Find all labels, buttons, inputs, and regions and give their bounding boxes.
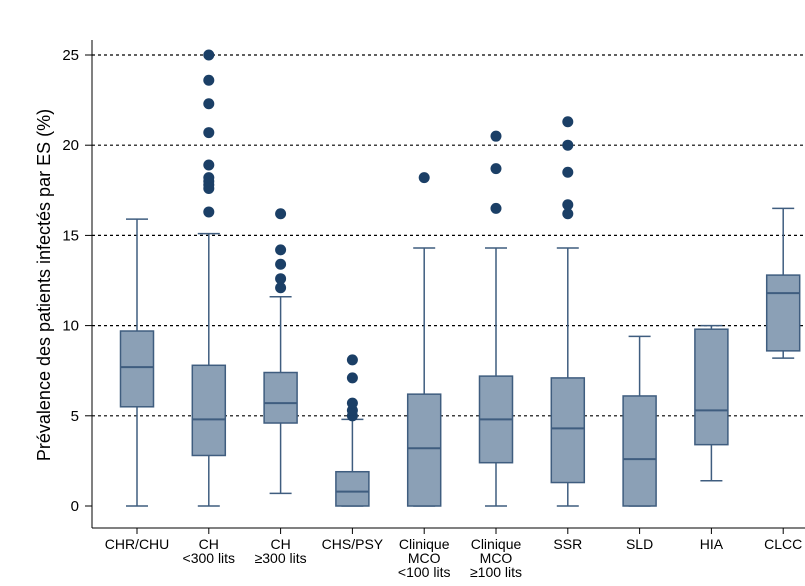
x-category-label: ≥300 lits (255, 550, 307, 566)
y-axis-title: Prévalence des patients infectés par ES … (34, 109, 54, 461)
x-category-label: SLD (626, 536, 653, 552)
box-iqr (550, 377, 586, 484)
y-tick-label: 10 (62, 318, 79, 335)
y-tick-label: 5 (71, 408, 79, 425)
box-iqr (694, 328, 729, 446)
outlier-point (346, 397, 358, 409)
box-iqr (119, 330, 155, 408)
outlier-point (490, 202, 502, 214)
box-iqr (263, 371, 298, 424)
x-category-label: ≥100 lits (470, 564, 522, 580)
outlier-point (275, 273, 287, 285)
outlier-point (203, 127, 215, 139)
box-group (694, 324, 729, 482)
outlier-point (562, 166, 574, 178)
outlier-point (203, 74, 215, 86)
y-tick-label: 20 (62, 137, 79, 154)
box-group (335, 354, 370, 507)
box-group (765, 207, 801, 359)
outlier-point (562, 199, 574, 211)
outlier-point (275, 258, 287, 270)
outlier-point (346, 354, 358, 366)
box-group (622, 335, 657, 507)
box-iqr (765, 274, 801, 352)
outlier-point (203, 172, 215, 184)
box-group (191, 49, 227, 507)
outlier-point (418, 172, 430, 184)
axes (85, 40, 805, 534)
outlier-point (203, 49, 215, 61)
y-tick-label: 15 (62, 227, 79, 244)
outlier-point (275, 244, 287, 256)
outlier-point (490, 130, 502, 142)
outlier-point (275, 208, 287, 220)
outlier-point (562, 116, 574, 128)
x-category-label: SSR (553, 536, 582, 552)
x-category-label: HIA (700, 536, 724, 552)
x-category-label: Clinique (399, 536, 450, 552)
x-category-label: MCO (408, 550, 441, 566)
box-group (263, 208, 298, 495)
box-iqr (406, 393, 442, 507)
box-series (119, 49, 801, 507)
box-iqr (335, 470, 370, 507)
x-category-label: CHS/PSY (322, 536, 384, 552)
grid-lines (92, 54, 805, 417)
outlier-point (346, 372, 358, 384)
outlier-point (275, 282, 287, 294)
box-group (119, 218, 155, 507)
outlier-point (562, 208, 574, 220)
x-category-label: <300 lits (183, 550, 236, 566)
box-group (478, 130, 514, 507)
x-category-label: MCO (480, 550, 513, 566)
outlier-point (490, 163, 502, 175)
x-category-label: CHR/CHU (105, 536, 170, 552)
x-category-label: CH (270, 536, 290, 552)
x-category-label: <100 lits (398, 564, 451, 580)
x-category-label: CH (199, 536, 219, 552)
outlier-point (203, 98, 215, 110)
box-group (550, 116, 586, 507)
y-tick-labels: 0 5 10 15 20 25 (62, 47, 79, 515)
x-category-label: CLCC (764, 536, 802, 552)
box-iqr (191, 364, 227, 457)
x-category-label: Clinique (471, 536, 522, 552)
box-iqr (622, 395, 657, 507)
outlier-point (203, 159, 215, 171)
y-tick-label: 0 (71, 498, 79, 515)
box-group (406, 172, 442, 507)
outlier-point (562, 139, 574, 151)
y-tick-label: 25 (62, 47, 79, 64)
outlier-point (203, 206, 215, 218)
